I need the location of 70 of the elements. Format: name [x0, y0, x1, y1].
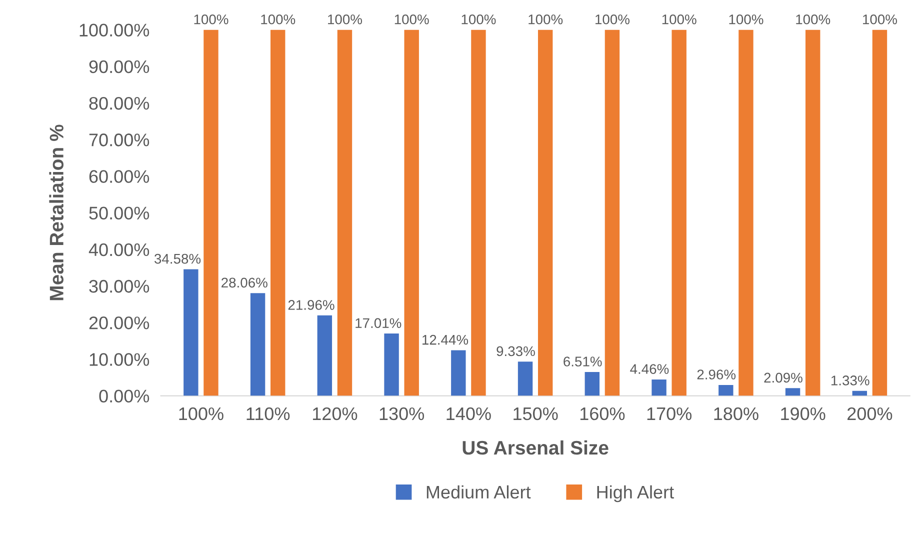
y-tick-label: 0.00% — [99, 390, 150, 403]
bar — [317, 315, 332, 396]
bar — [204, 30, 218, 396]
bar — [451, 350, 466, 396]
x-tick-label: 100% — [179, 407, 224, 420]
y-tick-label: 100.00% — [80, 24, 150, 37]
legend-label: Medium Alert — [426, 485, 531, 499]
bar — [872, 30, 888, 396]
bar — [471, 30, 486, 396]
data-label: 100% — [662, 14, 696, 24]
y-tick-label: 20.00% — [89, 316, 150, 330]
data-label: 1.33% — [831, 376, 870, 386]
bar — [404, 30, 419, 396]
data-label: 34.58% — [154, 254, 201, 264]
bar — [738, 30, 754, 396]
x-tick-label: 200% — [848, 407, 892, 420]
x-tick-label: 180% — [714, 407, 758, 420]
data-label: 100% — [796, 14, 830, 24]
bar — [250, 293, 266, 396]
y-tick-label: 60.00% — [89, 170, 150, 183]
x-tick-label: 170% — [647, 407, 692, 420]
bar — [584, 372, 600, 396]
data-label: 2.09% — [764, 372, 802, 383]
x-tick-label: 120% — [312, 407, 358, 420]
x-tick-label: 110% — [246, 407, 290, 420]
y-tick-label: 40.00% — [88, 243, 150, 256]
y-tick-label: 90.00% — [89, 60, 150, 74]
data-label: 6.51% — [564, 356, 602, 366]
data-label: 100% — [462, 14, 496, 24]
bar — [652, 379, 666, 396]
data-label: 17.01% — [356, 318, 402, 328]
bar — [852, 390, 868, 396]
y-tick-label: 70.00% — [89, 134, 150, 146]
bar — [805, 30, 820, 396]
data-label: 100% — [528, 14, 563, 24]
bar — [270, 30, 286, 396]
bar — [538, 30, 553, 396]
x-tick-label: 190% — [781, 407, 826, 420]
bar — [337, 30, 352, 396]
bar — [785, 388, 800, 396]
data-label: 100% — [261, 14, 296, 24]
bar — [604, 30, 620, 396]
data-label: 21.96% — [288, 300, 334, 310]
y-axis-title: Mean Retaliation % — [49, 124, 64, 300]
data-label: 12.44% — [422, 334, 468, 345]
bar — [184, 269, 198, 396]
y-tick-label: 30.00% — [89, 280, 150, 293]
bar — [672, 30, 686, 396]
data-label: 100% — [863, 14, 897, 24]
bar — [718, 384, 734, 396]
legend-label: High Alert — [597, 485, 674, 502]
data-label: 4.46% — [630, 364, 669, 374]
data-label: 100% — [729, 14, 764, 24]
x-tick-label: 150% — [514, 407, 558, 420]
bar — [384, 334, 399, 396]
data-label: 9.33% — [496, 346, 535, 356]
x-tick-label: 130% — [380, 407, 424, 420]
y-tick-label: 10.00% — [90, 353, 150, 366]
bar — [518, 362, 533, 396]
x-axis-title: US Arsenal Size — [462, 440, 608, 455]
data-label: 100% — [328, 14, 362, 24]
x-tick-label: 140% — [446, 407, 491, 420]
data-label: 100% — [194, 14, 228, 24]
data-label: 2.96% — [697, 370, 736, 380]
y-tick-label: 50.00% — [89, 206, 150, 220]
data-label: 100% — [394, 14, 429, 24]
data-label: 100% — [596, 14, 630, 24]
data-label: 28.06% — [222, 278, 268, 288]
y-tick-label: 80.00% — [89, 96, 150, 110]
x-tick-label: 160% — [580, 407, 625, 420]
